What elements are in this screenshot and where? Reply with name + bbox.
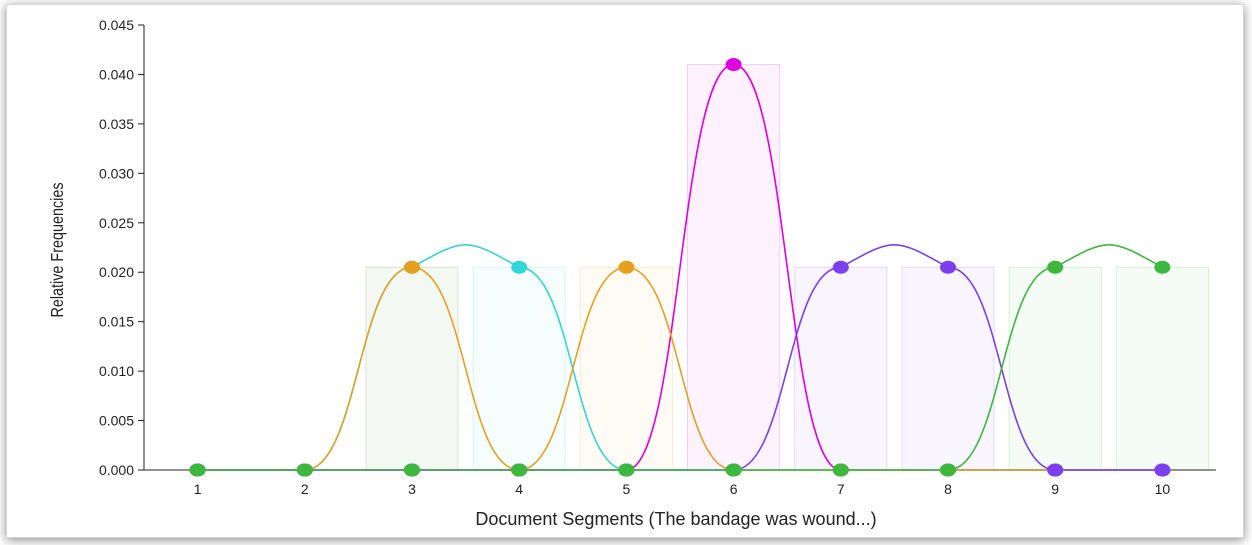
series-bar [901,266,995,471]
series-bar [687,64,781,471]
data-point [404,463,420,477]
series-bar [1008,266,1102,471]
x-tick-label: 9 [1051,481,1059,497]
data-point [1154,463,1171,477]
x-tick-label: 6 [730,481,738,497]
y-tick-label: 0.035 [99,116,134,132]
data-point [725,463,742,477]
data-point [832,260,849,274]
data-point [511,463,528,477]
x-tick-label: 5 [623,481,631,497]
data-point [296,463,313,477]
data-point [189,463,206,477]
y-axis-title: Relative Frequencies [48,182,68,317]
data-point [725,58,742,72]
x-tick-label: 2 [301,481,309,497]
data-point [940,260,956,274]
series-bar [365,266,459,471]
series-bar [1115,266,1209,471]
y-axis: 0.000 0.005 0.010 0.015 0.020 0.025 0.030 0.035… [99,17,145,478]
y-tick-label: 0.015 [99,314,134,330]
data-point [1047,260,1064,274]
y-tick-label: 0.020 [99,264,134,280]
y-tick-label: 0.045 [99,17,134,33]
data-point [511,260,528,274]
data-point [404,260,420,274]
series-bar [472,266,566,471]
series-bar [579,266,673,471]
y-tick-label: 0.010 [99,363,134,379]
data-point [940,463,956,477]
data-point [1154,260,1171,274]
y-tick-label: 0.040 [99,66,134,82]
data-point [832,463,849,477]
x-axis-title: Document Segments (The bandage was wound… [475,509,876,529]
series-points-layer [189,58,1171,477]
x-tick-label: 1 [194,481,202,497]
bars-layer [365,64,1209,471]
data-point [618,463,635,477]
x-tick-label: 7 [837,481,845,497]
x-tick-label: 10 [1155,481,1171,497]
y-tick-label: 0.005 [99,413,134,429]
series-line [197,243,1163,471]
data-point [1047,463,1064,477]
x-tick-label: 4 [515,481,523,497]
y-tick-label: 0.030 [99,165,134,181]
x-tick-label: 3 [408,481,416,497]
x-tick-label: 8 [944,481,952,497]
y-tick-label: 0.025 [99,215,134,231]
y-tick-label: 0.000 [99,462,134,478]
series-bar [794,266,888,471]
data-point [618,260,635,274]
